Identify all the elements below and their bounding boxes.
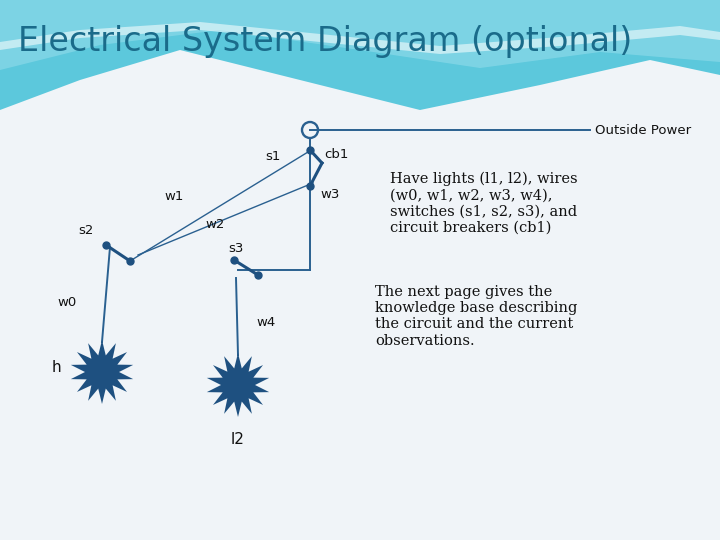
- Polygon shape: [0, 0, 720, 70]
- Text: w4: w4: [256, 316, 275, 329]
- Text: Electrical System Diagram (optional): Electrical System Diagram (optional): [18, 25, 632, 58]
- Polygon shape: [71, 340, 133, 404]
- Text: Outside Power: Outside Power: [595, 124, 691, 137]
- Text: w3: w3: [320, 187, 339, 200]
- Text: Have lights (l1, l2), wires
(w0, w1, w2, w3, w4),
switches (s1, s2, s3), and
cir: Have lights (l1, l2), wires (w0, w1, w2,…: [390, 172, 577, 235]
- Text: w0: w0: [57, 296, 76, 309]
- Text: s2: s2: [78, 225, 94, 238]
- Polygon shape: [0, 0, 720, 110]
- Polygon shape: [207, 353, 269, 417]
- Polygon shape: [0, 22, 720, 54]
- Text: s1: s1: [265, 150, 280, 163]
- Text: l2: l2: [231, 433, 245, 448]
- Text: h: h: [52, 360, 62, 375]
- Text: w1: w1: [164, 190, 184, 203]
- Text: The next page gives the
knowledge base describing
the circuit and the current
ob: The next page gives the knowledge base d…: [375, 285, 577, 348]
- Text: s3: s3: [228, 241, 243, 254]
- Text: w2: w2: [205, 218, 225, 231]
- Text: cb1: cb1: [324, 148, 348, 161]
